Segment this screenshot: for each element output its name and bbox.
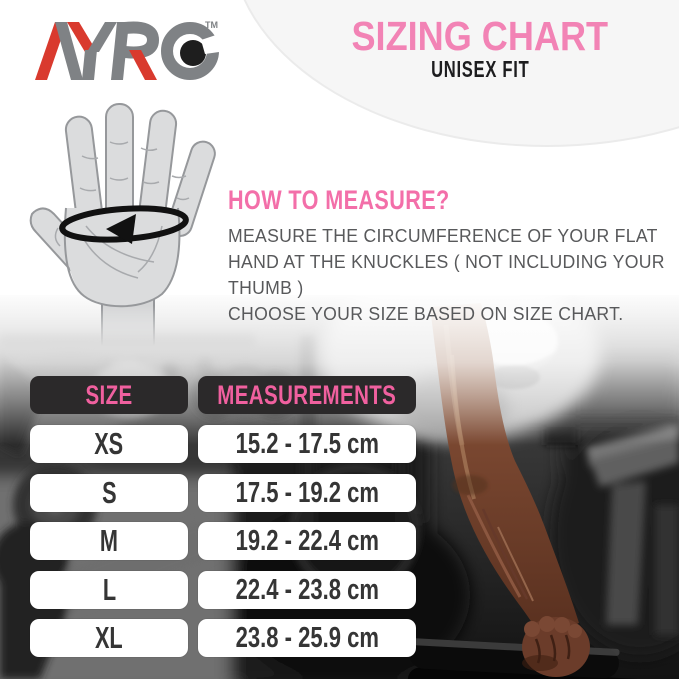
measurement-cell: 22.4 - 23.8 cm (235, 573, 379, 606)
column-header-size: SIZE (30, 376, 188, 414)
column-header-measurements: MEASUREMENTS (198, 376, 416, 414)
measurement-cell: 15.2 - 17.5 cm (235, 427, 379, 460)
ayro-logo: TM (35, 20, 219, 80)
measurement-cell: 23.8 - 25.9 cm (235, 621, 379, 654)
size-cell: XS (94, 426, 124, 461)
how-to-measure-heading: HOW TO MEASURE? (228, 185, 450, 215)
how-to-measure-text: MEASURE THE CIRCUMFERENCE OF YOUR FLAT H… (228, 226, 665, 324)
circumference-arrow-icon (59, 205, 189, 244)
size-cell: XL (95, 620, 123, 655)
hand-illustration (29, 103, 216, 350)
size-cell: S (101, 475, 117, 510)
page-subtitle: UNISEX FIT (430, 56, 530, 82)
measurement-cell: 19.2 - 22.4 cm (235, 524, 379, 557)
page-title: SIZING CHART (351, 13, 609, 59)
trademark-symbol: TM (205, 20, 218, 30)
measurement-cell: 17.5 - 19.2 cm (235, 476, 379, 509)
size-cell: M (99, 523, 119, 558)
size-cell: L (102, 572, 116, 607)
